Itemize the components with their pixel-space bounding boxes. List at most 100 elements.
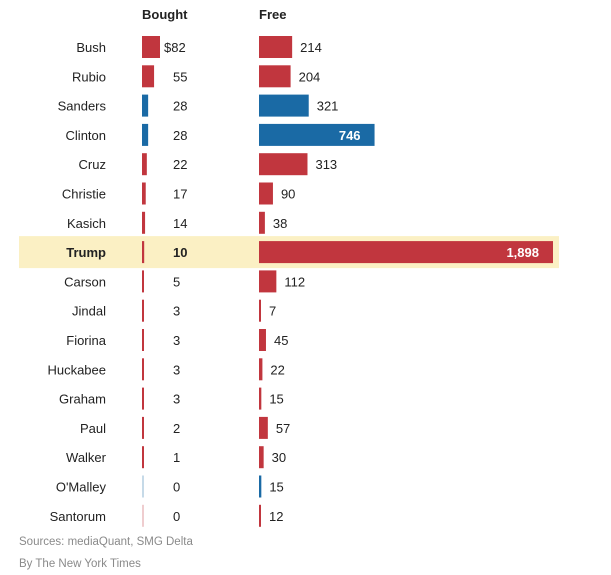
free-bar xyxy=(259,153,308,176)
chart-row: Clinton 28 746 xyxy=(66,123,375,146)
free-bar xyxy=(259,65,291,88)
bought-value-label: 10 xyxy=(173,245,187,260)
bought-value-label: 28 xyxy=(173,128,187,143)
bought-value-label: 5 xyxy=(173,274,180,289)
free-value-label: 1,898 xyxy=(506,245,539,260)
column-header-bought: Bought xyxy=(142,7,188,22)
bought-value-label: 17 xyxy=(173,187,187,202)
candidate-name: Christie xyxy=(62,187,106,202)
free-value-label: 214 xyxy=(300,40,322,55)
free-bar xyxy=(259,329,266,351)
free-value-label: 7 xyxy=(269,304,276,319)
bought-value-label: 3 xyxy=(173,304,180,319)
candidate-name: Cruz xyxy=(79,157,106,172)
column-header-free: Free xyxy=(259,7,286,22)
chart-row: Trump 10 1,898 xyxy=(19,236,559,269)
free-value-label: 321 xyxy=(317,99,339,114)
free-bar xyxy=(259,299,261,322)
candidate-name: Sanders xyxy=(58,99,107,114)
bought-bar xyxy=(142,211,146,234)
bought-value-label: 1 xyxy=(173,450,180,465)
credit-line: By The New York Times xyxy=(19,558,141,570)
candidate-name: Kasich xyxy=(67,216,106,231)
bought-value-label: 55 xyxy=(173,69,187,84)
bought-bar xyxy=(142,65,155,88)
chart-row: Fiorina 3 45 xyxy=(66,329,288,351)
free-value-label: 112 xyxy=(284,274,305,289)
candidate-name: Paul xyxy=(80,421,106,436)
free-bar xyxy=(259,475,262,498)
bought-bar xyxy=(142,475,144,498)
free-value-label: 15 xyxy=(269,392,283,407)
chart-row: Jindal 3 7 xyxy=(72,299,276,322)
chart-row: Santorum 0 12 xyxy=(50,504,283,527)
candidate-name: Clinton xyxy=(66,128,106,143)
bought-bar xyxy=(142,504,144,527)
bought-bar xyxy=(142,387,144,410)
free-bar xyxy=(259,504,261,527)
bought-bar xyxy=(142,36,160,58)
chart-row: Sanders 28 321 xyxy=(58,94,339,117)
candidate-name: Fiorina xyxy=(66,333,107,348)
free-value-label: 38 xyxy=(273,216,287,231)
chart-row: Christie 17 90 xyxy=(62,182,295,205)
bought-value-label: 3 xyxy=(173,392,180,407)
bought-bar xyxy=(142,123,149,146)
candidate-name: Santorum xyxy=(50,509,106,524)
candidate-name: O'Malley xyxy=(56,480,107,495)
bought-value-label: 22 xyxy=(173,157,187,172)
free-bar xyxy=(259,241,553,264)
bought-bar xyxy=(142,153,147,176)
bought-bar xyxy=(142,241,145,264)
bought-bar xyxy=(142,446,144,469)
free-bar xyxy=(259,416,268,439)
free-bar xyxy=(259,446,264,469)
bought-bar xyxy=(142,299,144,322)
bought-value-label: $82 xyxy=(164,40,186,55)
bought-value-label: 0 xyxy=(173,509,180,524)
bought-bar xyxy=(142,270,144,293)
bought-bar xyxy=(142,358,144,381)
free-bar xyxy=(259,211,265,234)
chart-row: O'Malley 0 15 xyxy=(56,475,284,498)
bought-value-label: 28 xyxy=(173,99,187,114)
free-value-label: 204 xyxy=(299,69,321,84)
bought-bar xyxy=(142,182,146,205)
bought-bar xyxy=(142,94,149,117)
bought-bar xyxy=(142,329,144,351)
free-bar xyxy=(259,358,263,381)
free-bar xyxy=(259,94,309,117)
free-bar xyxy=(259,36,293,58)
chart-row: Huckabee 3 22 xyxy=(47,358,285,381)
chart-row: Kasich 14 38 xyxy=(67,211,287,234)
sources-note: Sources: mediaQuant, SMG Delta xyxy=(19,536,193,548)
bought-vs-free-media-chart: Bought Free Bush $82 214 Rubio 55 204 Sanders 28 3… xyxy=(19,7,559,527)
chart-row: Cruz 22 313 xyxy=(79,153,337,176)
chart-row: Walker 1 30 xyxy=(66,446,286,469)
free-bar xyxy=(259,270,277,293)
bought-value-label: 3 xyxy=(173,333,180,348)
free-value-label: 22 xyxy=(270,362,284,377)
bought-value-label: 3 xyxy=(173,362,180,377)
candidate-name: Bush xyxy=(76,40,106,55)
free-value-label: 746 xyxy=(339,128,361,143)
candidate-name: Carson xyxy=(64,274,106,289)
free-value-label: 30 xyxy=(272,450,286,465)
candidate-name: Graham xyxy=(59,392,106,407)
free-bar xyxy=(259,387,262,410)
candidate-name: Jindal xyxy=(72,304,106,319)
chart-row: Carson 5 112 xyxy=(64,270,305,293)
chart-row: Rubio 55 204 xyxy=(72,65,321,88)
chart-row: Graham 3 15 xyxy=(59,387,284,410)
free-value-label: 90 xyxy=(281,187,295,202)
free-bar xyxy=(259,182,273,205)
bought-bar xyxy=(142,416,144,439)
candidate-name: Trump xyxy=(66,245,106,260)
chart-row: Bush $82 214 xyxy=(76,36,322,58)
bought-value-label: 2 xyxy=(173,421,180,436)
free-value-label: 15 xyxy=(269,480,283,495)
free-value-label: 57 xyxy=(276,421,290,436)
free-value-label: 45 xyxy=(274,333,288,348)
candidate-name: Rubio xyxy=(72,69,106,84)
bought-value-label: 0 xyxy=(173,480,180,495)
